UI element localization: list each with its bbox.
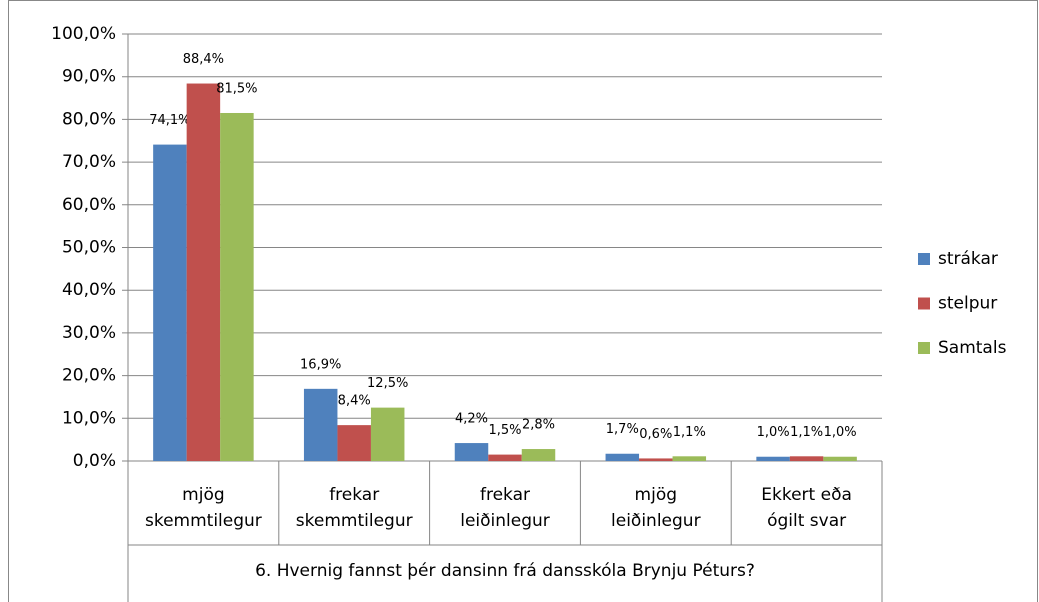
legend-label: strákar bbox=[938, 249, 998, 269]
data-label: 81,5% bbox=[216, 81, 257, 96]
bar bbox=[488, 454, 522, 461]
data-label: 12,5% bbox=[367, 376, 408, 391]
legend-swatch bbox=[918, 253, 930, 265]
y-tick-label: 40,0% bbox=[62, 280, 116, 300]
bar bbox=[337, 425, 371, 461]
bar bbox=[186, 83, 221, 462]
legend-label: Samtals bbox=[938, 338, 1007, 358]
bar bbox=[521, 449, 556, 461]
y-tick-label: 0,0% bbox=[73, 451, 116, 471]
y-tick-label: 70,0% bbox=[62, 152, 116, 172]
legend-swatch bbox=[918, 342, 930, 354]
data-label: 1,0% bbox=[757, 425, 790, 440]
data-label: 1,0% bbox=[824, 425, 857, 440]
y-tick-label: 20,0% bbox=[62, 366, 116, 386]
x-tick-label: frekar leiðinlegur bbox=[460, 485, 550, 531]
x-tick-label: Ekkert eða ógilt svar bbox=[761, 485, 852, 531]
data-label: 1,7% bbox=[606, 422, 639, 437]
bar bbox=[789, 456, 824, 461]
data-label: 8,4% bbox=[338, 394, 371, 409]
legend-label: stelpur bbox=[938, 294, 997, 314]
bar bbox=[605, 453, 640, 461]
data-label: 2,8% bbox=[522, 418, 555, 433]
data-label: 74,1% bbox=[149, 113, 190, 128]
data-label: 16,9% bbox=[300, 357, 341, 372]
y-tick-label: 50,0% bbox=[62, 238, 116, 258]
chart-border bbox=[8, 0, 1038, 602]
x-tick-label: mjög leiðinlegur bbox=[611, 485, 701, 531]
bar bbox=[672, 456, 707, 461]
bar bbox=[823, 456, 857, 461]
bar bbox=[370, 407, 405, 461]
bar bbox=[303, 388, 338, 461]
x-tick-label: frekar skemmtilegur bbox=[295, 485, 413, 531]
data-label: 1,1% bbox=[673, 425, 706, 440]
y-tick-label: 60,0% bbox=[62, 195, 116, 215]
data-label: 4,2% bbox=[455, 412, 488, 427]
y-tick-label: 30,0% bbox=[62, 323, 116, 343]
y-tick-label: 10,0% bbox=[62, 408, 116, 428]
y-tick-label: 90,0% bbox=[62, 67, 116, 87]
bar bbox=[756, 456, 790, 461]
data-label: 1,5% bbox=[488, 423, 521, 438]
y-tick-label: 80,0% bbox=[62, 109, 116, 129]
bar bbox=[639, 458, 673, 461]
data-label: 88,4% bbox=[183, 52, 224, 67]
bar bbox=[153, 144, 187, 461]
x-axis-title: 6. Hvernig fannst þér dansinn frá danssk… bbox=[255, 561, 755, 581]
bar bbox=[454, 443, 489, 461]
legend-swatch bbox=[918, 297, 930, 310]
x-tick-label: mjög skemmtilegur bbox=[144, 485, 262, 531]
y-tick-label: 100,0% bbox=[51, 24, 116, 44]
data-label: 1,1% bbox=[790, 425, 823, 440]
data-label: 0,6% bbox=[639, 427, 672, 442]
bar bbox=[220, 112, 254, 462]
